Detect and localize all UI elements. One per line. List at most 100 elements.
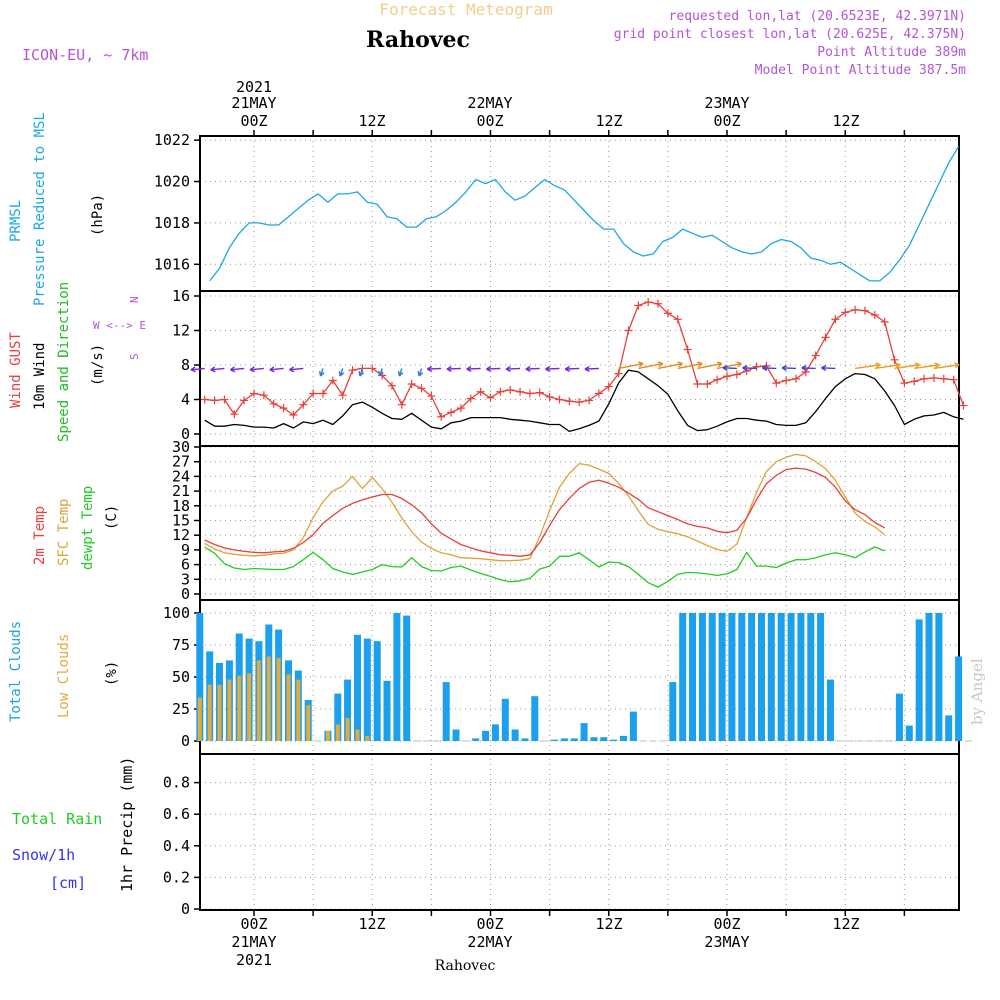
point-altitude: Point Altitude 389m xyxy=(817,45,966,60)
wind-direction-arrow xyxy=(269,367,284,371)
gust-marker xyxy=(732,370,741,379)
wind-direction-arrow xyxy=(210,367,225,371)
gust-marker xyxy=(949,375,958,384)
gust-marker xyxy=(752,362,761,371)
total-clouds-bar xyxy=(196,613,204,741)
y-tick-label: 0.2 xyxy=(163,868,190,886)
gust-marker xyxy=(841,308,850,317)
wind-direction-arrow xyxy=(446,367,461,370)
gust-marker xyxy=(289,411,298,420)
gust-marker xyxy=(555,395,564,404)
bottom-hour-label: 00Z xyxy=(240,915,268,933)
low-clouds-bar xyxy=(365,735,370,741)
total-clouds-bar xyxy=(560,738,568,741)
total-clouds-bar xyxy=(955,656,963,741)
bottom-hour-label: 12Z xyxy=(358,915,386,933)
top-hour-label: 12Z xyxy=(595,112,623,130)
model-altitude: Model Point Altitude 387.5m xyxy=(754,63,966,78)
requested-coords: requested lon,lat (20.6523E, 42.3971N) xyxy=(668,9,966,24)
total-clouds-bar xyxy=(748,613,756,741)
low-clouds-bar xyxy=(296,679,301,741)
total-clouds-bar xyxy=(363,638,371,741)
wind-direction-arrowhead xyxy=(358,371,365,377)
gust-marker xyxy=(831,315,840,324)
wind-direction-arrowhead xyxy=(338,371,345,377)
gust-marker xyxy=(476,387,485,396)
bottom-hour-label: 12Z xyxy=(595,915,623,933)
gust-marker xyxy=(634,301,643,310)
wind-direction-arrow xyxy=(190,367,205,371)
top-year-label: 2021 xyxy=(235,78,273,96)
wind-direction-arrow xyxy=(914,364,940,370)
gust-marker xyxy=(959,401,968,410)
bottom-day-label: 23MAY xyxy=(704,933,750,951)
top-day-label: 21MAY xyxy=(231,94,277,112)
wind-direction-arrowhead xyxy=(505,365,511,372)
gust-marker xyxy=(585,396,594,405)
wind-direction-arrowhead xyxy=(761,364,768,371)
wind-direction-arrowhead xyxy=(781,364,787,371)
y-tick-label: 0.6 xyxy=(163,805,190,823)
gust-marker xyxy=(604,382,613,391)
wind-direction-arrowhead xyxy=(446,365,452,372)
low-clouds-bar xyxy=(217,684,222,741)
y-tick-label: 0 xyxy=(181,425,190,443)
wind-direction-arrowhead xyxy=(378,371,384,377)
total-clouds-bar xyxy=(905,725,913,741)
wind-direction-arrowhead xyxy=(657,361,664,368)
total-clouds-bar xyxy=(501,698,509,741)
total-clouds-bar xyxy=(580,723,588,741)
total-clouds-bar xyxy=(570,738,578,741)
gust-marker xyxy=(466,394,475,403)
low-clouds-bar xyxy=(227,679,232,741)
total-clouds-bar xyxy=(925,613,933,741)
total-clouds-bar xyxy=(373,641,381,741)
gust-line xyxy=(204,301,965,418)
total-clouds-bar xyxy=(689,613,696,741)
bottom-hour-label: 12Z xyxy=(832,915,860,933)
gust-marker xyxy=(427,392,436,401)
gust-marker xyxy=(654,299,663,308)
gust-marker xyxy=(516,387,525,396)
y-tick-label: 15 xyxy=(172,512,190,530)
pressure-line xyxy=(209,145,960,282)
total-clouds-bar xyxy=(610,739,618,741)
y-tick-label: 1022 xyxy=(154,131,190,149)
y-tick-label: 25 xyxy=(172,700,190,718)
wind-direction-arrowhead xyxy=(742,364,748,371)
wind-direction-arrow xyxy=(584,367,599,370)
total-clouds-bar xyxy=(344,679,352,741)
low-clouds-bar xyxy=(286,674,291,741)
gust-marker xyxy=(939,374,948,383)
wind-direction-arrow xyxy=(289,367,304,371)
wind-direction-arrow xyxy=(638,362,663,370)
total-clouds-bar xyxy=(777,613,785,741)
total-clouds-bar xyxy=(807,613,815,741)
total-clouds-bar xyxy=(669,682,677,741)
wind-direction-arrowhead xyxy=(716,361,723,368)
compass-west-east: W <--> E xyxy=(93,319,146,332)
total-clouds-bar xyxy=(511,729,519,741)
total-clouds-bar xyxy=(915,619,923,741)
bottom-day-label: 22MAY xyxy=(467,933,513,951)
gust-marker xyxy=(259,391,268,400)
wind-direction-arrowhead xyxy=(638,361,644,368)
y-tick-label: 4 xyxy=(181,391,190,409)
low-clouds-bar xyxy=(325,730,330,741)
total-clouds-bar xyxy=(758,613,765,741)
total-clouds-bar xyxy=(817,613,825,741)
total-clouds-bar xyxy=(797,613,805,741)
y-tick-label: 0 xyxy=(181,585,190,603)
gust-marker xyxy=(910,377,919,386)
total-clouds-bar xyxy=(787,613,795,741)
y-tick-label: 50 xyxy=(172,668,190,686)
wind-direction-arrowhead xyxy=(397,371,404,377)
gust-marker xyxy=(417,384,426,393)
total-clouds-bar xyxy=(442,682,450,741)
low-clouds-bar xyxy=(256,660,261,741)
y-tick-label: 16 xyxy=(172,287,190,305)
wind-direction-arrow xyxy=(697,362,723,370)
wind-direction-arrowhead xyxy=(875,362,881,369)
total-clouds-bar xyxy=(393,613,401,741)
